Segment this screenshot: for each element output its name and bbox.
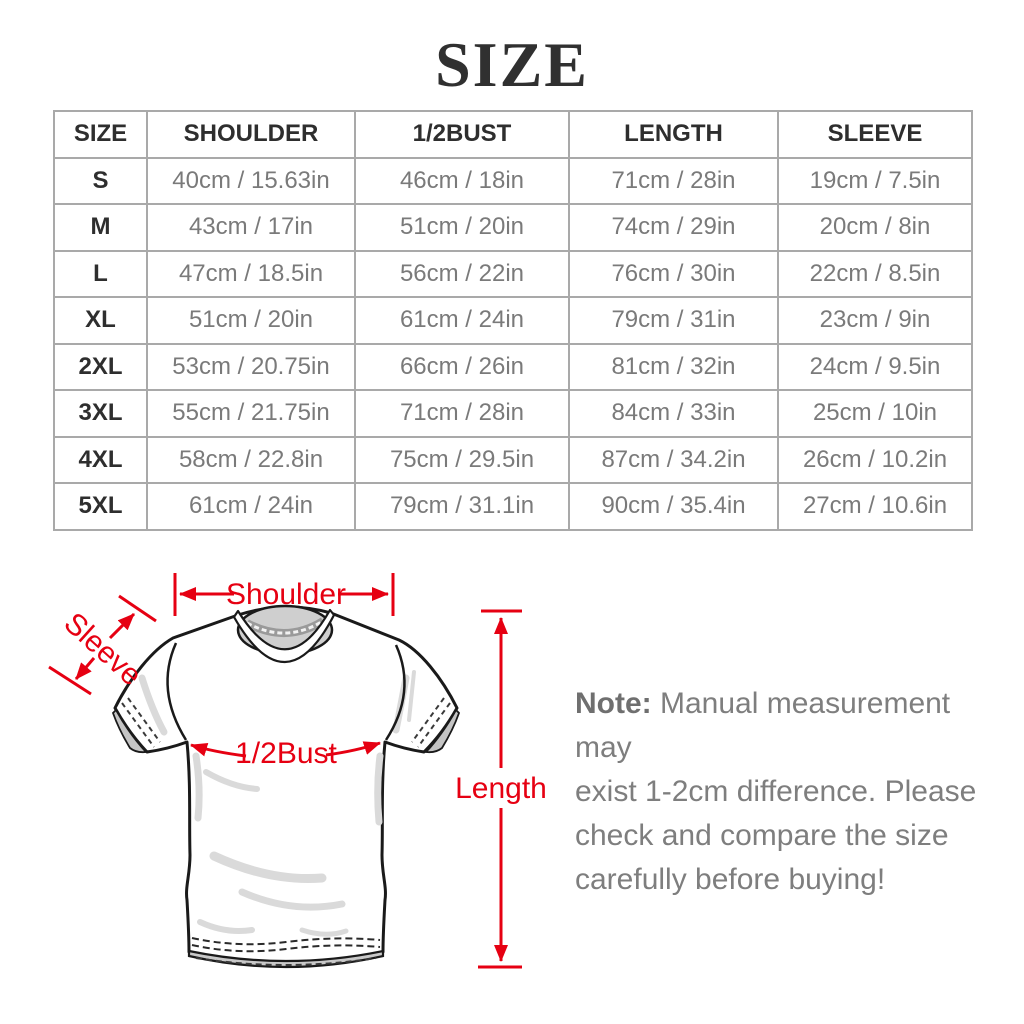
sleeve-tick-top xyxy=(118,594,157,623)
length-cell: 81cm / 32in xyxy=(568,342,779,391)
table-header-row: SIZE SHOULDER 1/2BUST LENGTH SLEEVE xyxy=(53,110,973,159)
bust-arrow-right xyxy=(325,741,381,757)
sleeve-arrow-up xyxy=(108,612,136,640)
length-cell: 79cm / 31in xyxy=(568,296,779,345)
size-cell: 3XL xyxy=(53,389,148,438)
sleeve-cell: 26cm / 10.2in xyxy=(777,435,973,484)
table-row: L 47cm / 18.5in 56cm / 22in 76cm / 30in … xyxy=(53,249,973,298)
tshirt-measurement-diagram: Shoulder Length 1/2Bust Sleeve xyxy=(48,573,547,969)
size-cell: M xyxy=(53,203,148,252)
bust-arrow-left xyxy=(190,742,247,758)
bust-cell: 61cm / 24in xyxy=(354,296,570,345)
sleeve-cell: 25cm / 10in xyxy=(777,389,973,438)
length-cell: 87cm / 34.2in xyxy=(568,435,779,484)
bust-cell: 66cm / 26in xyxy=(354,342,570,391)
sleeve-cell: 19cm / 7.5in xyxy=(777,156,973,205)
sleeve-cell: 24cm / 9.5in xyxy=(777,342,973,391)
tshirt-wrinkles xyxy=(138,670,416,937)
bust-cell: 46cm / 18in xyxy=(354,156,570,205)
col-header-bust: 1/2BUST xyxy=(354,110,570,159)
col-header-length: LENGTH xyxy=(568,110,779,159)
tshirt-illustration xyxy=(111,604,461,969)
table-row: 3XL 55cm / 21.75in 71cm / 28in 84cm / 33… xyxy=(53,389,973,438)
table-row: 5XL 61cm / 24in 79cm / 31.1in 90cm / 35.… xyxy=(53,482,973,531)
table-row: 2XL 53cm / 20.75in 66cm / 26in 81cm / 32… xyxy=(53,342,973,391)
note-label: Note: xyxy=(575,687,652,720)
note-line: exist 1-2cm difference. Please xyxy=(575,775,977,808)
note-line: carefully before buying! xyxy=(575,863,886,896)
left-cuff-inside xyxy=(111,708,148,754)
size-cell: XL xyxy=(53,296,148,345)
size-table: SIZE SHOULDER 1/2BUST LENGTH SLEEVE S 40… xyxy=(53,110,973,531)
hem xyxy=(187,937,385,969)
table-row: S 40cm / 15.63in 46cm / 18in 71cm / 28in… xyxy=(53,156,973,205)
sleeve-cell: 20cm / 8in xyxy=(777,203,973,252)
shoulder-cell: 47cm / 18.5in xyxy=(146,249,356,298)
shoulder-cell: 53cm / 20.75in xyxy=(146,342,356,391)
length-cell: 84cm / 33in xyxy=(568,389,779,438)
sleeve-cell: 27cm / 10.6in xyxy=(777,482,973,531)
measurement-note: Note: Manual measurement may exist 1-2cm… xyxy=(575,682,985,902)
length-cell: 90cm / 35.4in xyxy=(568,482,779,531)
bust-cell: 56cm / 22in xyxy=(354,249,570,298)
sleeve-cell: 22cm / 8.5in xyxy=(777,249,973,298)
size-cell: 2XL xyxy=(53,342,148,391)
bust-cell: 79cm / 31.1in xyxy=(354,482,570,531)
shoulder-cell: 61cm / 24in xyxy=(146,482,356,531)
table-row: 4XL 58cm / 22.8in 75cm / 29.5in 87cm / 3… xyxy=(53,435,973,484)
bust-cell: 51cm / 20in xyxy=(354,203,570,252)
table-row: XL 51cm / 20in 61cm / 24in 79cm / 31in 2… xyxy=(53,296,973,345)
length-cell: 71cm / 28in xyxy=(568,156,779,205)
col-header-size: SIZE xyxy=(53,110,148,159)
size-cell: L xyxy=(53,249,148,298)
sleeve-tick-bottom xyxy=(48,665,92,696)
cuff-stitches xyxy=(121,697,451,748)
sleeve-arrow-down xyxy=(74,657,96,680)
size-cell: 5XL xyxy=(53,482,148,531)
length-cell: 74cm / 29in xyxy=(568,203,779,252)
measurement-annotations xyxy=(48,573,522,969)
right-cuff-inside xyxy=(424,708,461,754)
note-line: Note: Manual measurement may xyxy=(575,687,951,764)
shoulder-cell: 51cm / 20in xyxy=(146,296,356,345)
shoulder-label: Shoulder xyxy=(226,578,346,611)
bust-cell: 75cm / 29.5in xyxy=(354,435,570,484)
table-row: M 43cm / 17in 51cm / 20in 74cm / 29in 20… xyxy=(53,203,973,252)
col-header-shoulder: SHOULDER xyxy=(146,110,356,159)
shoulder-cell: 43cm / 17in xyxy=(146,203,356,252)
bust-cell: 71cm / 28in xyxy=(354,389,570,438)
bust-label: 1/2Bust xyxy=(235,737,337,770)
note-line: check and compare the size xyxy=(575,819,949,852)
page-title: SIZE xyxy=(435,29,589,100)
right-armhole-seam xyxy=(384,644,406,741)
shoulder-cell: 55cm / 21.75in xyxy=(146,389,356,438)
length-cell: 76cm / 30in xyxy=(568,249,779,298)
size-cell: 4XL xyxy=(53,435,148,484)
col-header-sleeve: SLEEVE xyxy=(777,110,973,159)
collar xyxy=(232,604,336,664)
shoulder-cell: 58cm / 22.8in xyxy=(146,435,356,484)
shoulder-cell: 40cm / 15.63in xyxy=(146,156,356,205)
sleeve-cell: 23cm / 9in xyxy=(777,296,973,345)
left-armhole-seam xyxy=(166,642,188,741)
length-label: Length xyxy=(455,772,547,805)
size-cell: S xyxy=(53,156,148,205)
